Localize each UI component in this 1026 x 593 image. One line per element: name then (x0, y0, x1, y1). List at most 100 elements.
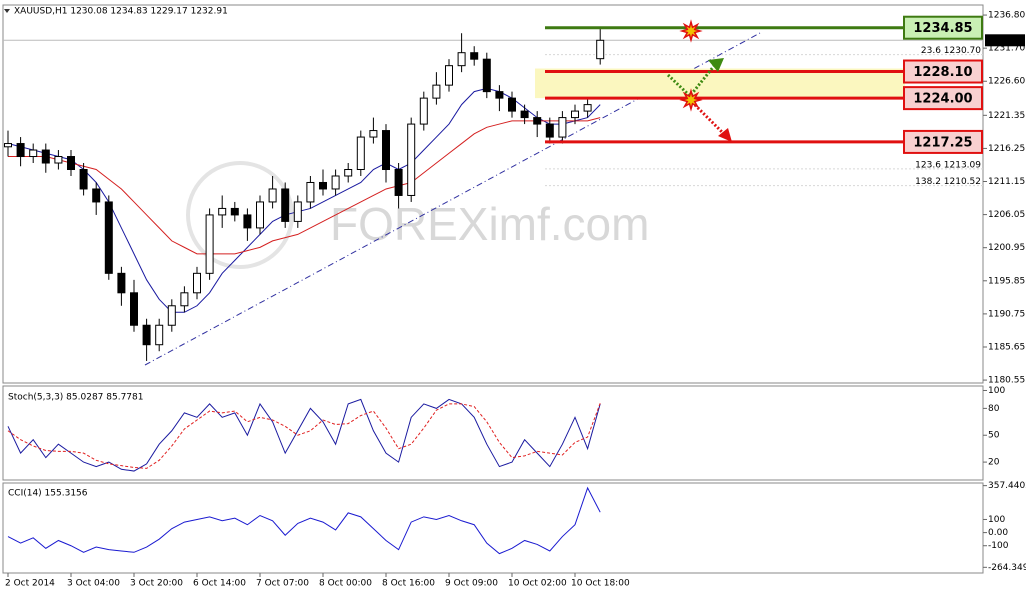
candle-body (193, 272, 201, 294)
y-tick-label: 1231.70 (988, 44, 1025, 54)
candle-body (54, 156, 63, 164)
fib-label: 138.2 1210.52 (915, 177, 981, 187)
candle-body (79, 169, 88, 190)
candle-body (41, 149, 50, 164)
candle-body (92, 188, 101, 203)
x-tick-label: 8 Oct 16:00 (382, 579, 435, 589)
level-box (903, 129, 983, 154)
y-tick-label: 1226.60 (988, 77, 1025, 87)
current-price-box (985, 34, 1025, 47)
candle-body (281, 188, 290, 222)
price-header: XAUUSD,H1 1230.08 1234.83 1229.17 1232.9… (14, 7, 228, 17)
candle-body (205, 214, 214, 274)
star-marker (679, 88, 703, 112)
y-tick-label: -100 (988, 541, 1009, 551)
candle-body (306, 181, 315, 203)
candle-body (130, 292, 138, 326)
candle-body (180, 292, 189, 307)
fib-label: 23.6 1230.70 (921, 46, 981, 56)
candle-body (319, 181, 327, 190)
candle-body (29, 149, 38, 158)
candle-body (293, 201, 302, 222)
y-tick-label: 1195.85 (988, 276, 1025, 286)
candle-body (356, 136, 365, 171)
y-tick-label: 50 (988, 431, 1000, 441)
candle-body (16, 143, 25, 158)
level-box (903, 15, 983, 40)
candle-body (155, 324, 164, 346)
y-tick-label: 1236.80 (988, 11, 1025, 21)
candle-body (533, 117, 542, 125)
candle-body (558, 117, 567, 138)
y-tick-label: 1185.65 (988, 342, 1025, 352)
y-tick-label: 1180.55 (988, 376, 1025, 386)
y-tick-label: 1200.95 (988, 243, 1025, 253)
candle-body (545, 123, 554, 138)
star-marker (679, 19, 703, 43)
x-tick-label: 6 Oct 14:00 (193, 579, 246, 589)
fib-label: 123.6 1213.09 (915, 160, 981, 170)
candle-body (394, 169, 403, 196)
y-tick-label: -264.3497 (988, 563, 1026, 573)
candle-body (142, 324, 151, 346)
fib-zone (535, 68, 905, 99)
watermark: FOREXimf.com (330, 198, 649, 250)
indicator-line (8, 117, 601, 255)
candle-body (520, 110, 529, 119)
candle-body (117, 272, 126, 294)
candle-body (268, 188, 277, 203)
current-price-label: 1232.91 (988, 36, 1025, 46)
y-tick-label: 1216.25 (988, 144, 1025, 154)
x-tick-label: 3 Oct 20:00 (130, 579, 183, 589)
level-box (903, 59, 983, 84)
y-tick-label: 80 (988, 404, 1000, 414)
candle-body (419, 97, 428, 125)
candle-body (331, 175, 340, 190)
candle-body (369, 130, 378, 138)
y-tick-label: 357.4402 (988, 481, 1026, 491)
x-tick-label: 2 Oct 2014 (5, 579, 55, 589)
cci-panel (2, 482, 984, 574)
candle-body (482, 58, 491, 93)
y-tick-label: 100 (988, 515, 1005, 525)
candle-body (457, 52, 466, 67)
red-arrowhead (718, 128, 732, 142)
x-tick-label: 10 Oct 02:00 (508, 579, 567, 589)
candle-body (230, 207, 239, 216)
candle-body (508, 97, 516, 112)
x-tick-label: 8 Oct 00:00 (319, 579, 372, 589)
candle-body (495, 91, 504, 99)
price-panel (2, 4, 984, 384)
candle-body (432, 84, 441, 99)
candle-body (583, 104, 592, 112)
watermark-logo (186, 161, 294, 269)
level-box (903, 86, 983, 111)
symbol-icon (4, 9, 10, 13)
y-tick-label: 20 (988, 458, 1000, 468)
green-arrowhead (708, 58, 724, 72)
candle-body (407, 123, 416, 196)
y-tick-label: 1190.75 (988, 309, 1025, 319)
y-tick-label: 0.00 (988, 528, 1008, 538)
candle-body (167, 305, 176, 326)
candle-body (445, 65, 453, 86)
x-tick-label: 7 Oct 07:00 (256, 579, 309, 589)
candle-body (243, 214, 252, 229)
candle-body (382, 130, 390, 171)
y-tick-label: 1211.15 (988, 177, 1025, 187)
level-label: 1217.25 (913, 135, 972, 150)
candle-body (344, 169, 353, 177)
candle-body (571, 110, 579, 119)
candle-body (596, 39, 605, 60)
indicator-line (7, 486, 601, 555)
y-tick-label: 1206.05 (988, 210, 1025, 220)
level-label: 1234.85 (913, 21, 972, 36)
indicator-line (7, 403, 601, 469)
x-tick-label: 10 Oct 18:00 (571, 579, 630, 589)
candle-body (470, 52, 479, 60)
y-tick-label: 100 (988, 386, 1005, 396)
candle-body (218, 207, 227, 216)
candle-body (256, 201, 264, 229)
stoch-header: Stoch(5,3,3) 85.0287 85.7781 (8, 393, 143, 403)
